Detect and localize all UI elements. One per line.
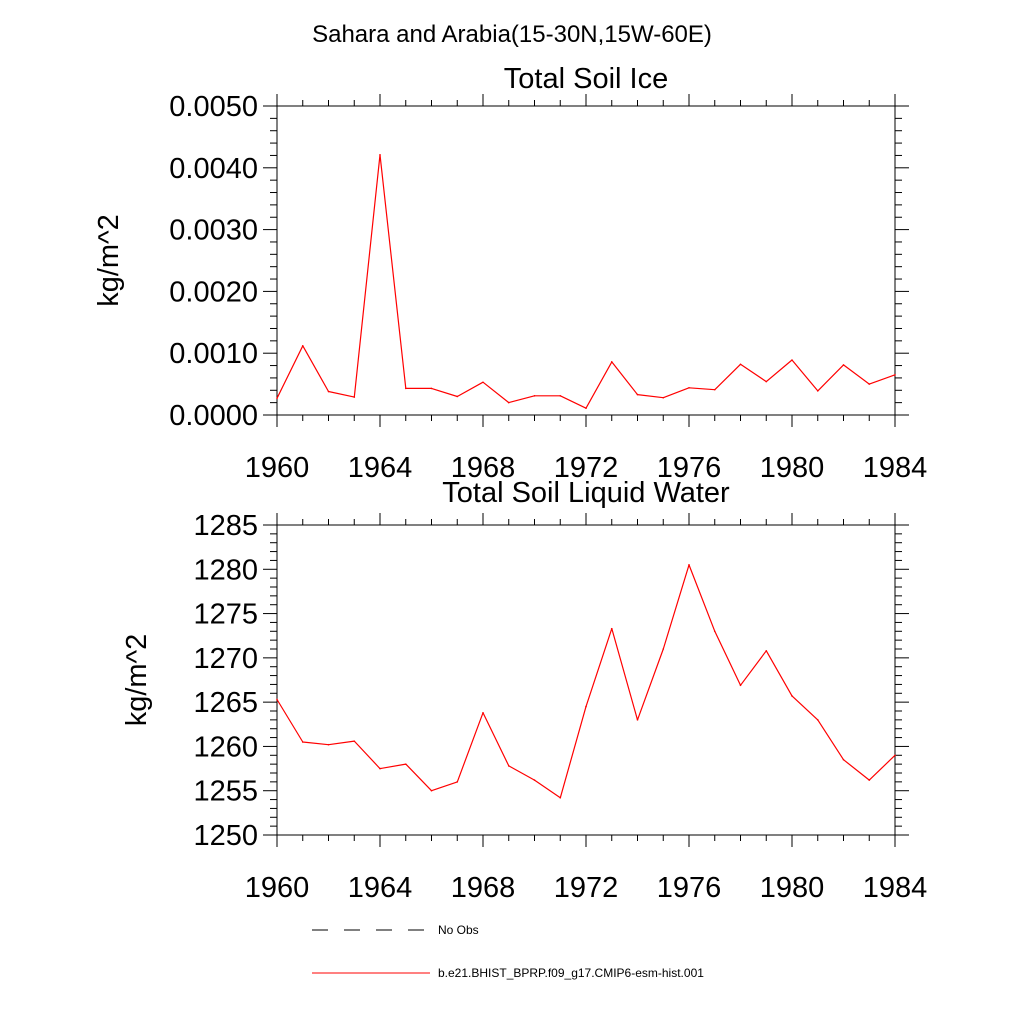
- series-line-1: [276, 564, 896, 799]
- data-point: [353, 396, 356, 398]
- data-point: [559, 797, 562, 799]
- data-point: [610, 627, 613, 630]
- series-line-1: [276, 154, 896, 409]
- panel-1: Total Soil Ice kg/m^2 1960 1964 1968 1972 1976…: [93, 63, 927, 484]
- panel-title: Total Soil Ice: [504, 63, 668, 95]
- data-point: [739, 363, 742, 366]
- data-point: [276, 698, 278, 701]
- data-point: [507, 401, 510, 404]
- y-tick-label: 1285: [193, 510, 258, 542]
- data-point: [533, 395, 536, 397]
- data-point: [379, 154, 381, 156]
- legend-label-1: No Obs: [438, 923, 479, 937]
- data-point: [842, 364, 845, 366]
- plot-frame: [276, 105, 896, 416]
- y-tick-label: 1250: [193, 820, 258, 852]
- y-axis-label: kg/m^2: [121, 634, 153, 727]
- data-point: [662, 648, 665, 650]
- data-point: [404, 387, 407, 390]
- data-point: [585, 407, 587, 410]
- x-tick-label: 1984: [863, 872, 928, 904]
- data-point: [482, 711, 484, 714]
- data-point: [713, 630, 716, 633]
- data-point: [842, 758, 845, 761]
- data-point: [816, 390, 819, 392]
- data-point: [894, 374, 896, 376]
- x-tick-label: 1960: [245, 872, 310, 904]
- data-point: [301, 741, 304, 743]
- x-tick-label: 1964: [348, 872, 413, 904]
- data-point: [894, 754, 896, 757]
- panels: Total Soil Ice kg/m^2 1960 1964 1968 1972 1976…: [93, 63, 927, 904]
- x-tick-label: 1980: [760, 452, 825, 484]
- figure-suptitle: Sahara and Arabia(15-30N,15W-60E): [312, 21, 712, 48]
- data-point: [404, 763, 407, 765]
- data-point: [430, 387, 433, 390]
- data-point: [507, 765, 510, 767]
- data-point: [739, 684, 742, 687]
- data-point: [816, 719, 819, 721]
- data-point: [636, 393, 639, 396]
- x-tick-label: 1984: [863, 452, 928, 484]
- data-point: [636, 719, 639, 721]
- data-point: [791, 695, 793, 697]
- data-point: [276, 397, 278, 400]
- x-tick-label: 1980: [760, 872, 825, 904]
- y-tick-label: 0.0030: [169, 215, 258, 247]
- data-point: [533, 779, 536, 781]
- panel-title: Total Soil Liquid Water: [442, 477, 730, 509]
- data-point: [301, 344, 304, 347]
- data-point: [662, 396, 665, 399]
- data-point: [765, 380, 768, 383]
- y-tick-label: 1275: [193, 599, 258, 631]
- data-point: [791, 359, 793, 361]
- data-point: [868, 779, 871, 781]
- y-tick-label: 0.0050: [169, 91, 258, 123]
- data-point: [610, 361, 613, 363]
- data-point: [327, 743, 330, 746]
- x-tick-label: 1968: [451, 872, 516, 904]
- x-tick-label: 1960: [245, 452, 310, 484]
- data-point: [688, 564, 690, 566]
- legend: No Obs b.e21.BHIST_BPRP.f09_g17.CMIP6-esm…: [312, 923, 704, 980]
- plot-frame: [276, 524, 896, 836]
- y-tick-label: 0.0010: [169, 338, 258, 370]
- y-tick-label: 1255: [193, 776, 258, 808]
- y-tick-label: 0.0020: [169, 276, 258, 308]
- y-tick-label: 1270: [193, 643, 258, 675]
- data-point: [482, 381, 484, 384]
- x-tick-label: 1976: [657, 452, 722, 484]
- data-point: [456, 395, 459, 398]
- y-tick-label: 1265: [193, 687, 258, 719]
- y-tick-label: 1260: [193, 731, 258, 763]
- y-tick-label: 0.0000: [169, 400, 258, 432]
- x-tick-label: 1972: [554, 452, 619, 484]
- data-point: [868, 383, 871, 385]
- x-tick-label: 1972: [554, 872, 619, 904]
- x-tick-label: 1968: [451, 452, 516, 484]
- panel-2: Total Soil Liquid Water kg/m^2 1960 1964 196…: [121, 477, 927, 904]
- data-point: [713, 388, 716, 391]
- data-point: [430, 789, 433, 792]
- data-point: [379, 767, 381, 770]
- data-point: [353, 740, 356, 742]
- y-axis-label: kg/m^2: [93, 214, 125, 307]
- data-point: [456, 781, 459, 783]
- legend-label-2: b.e21.BHIST_BPRP.f09_g17.CMIP6-esm-hist.…: [438, 966, 704, 980]
- data-point: [688, 387, 690, 389]
- x-tick-label: 1976: [657, 872, 722, 904]
- y-tick-label: 0.0040: [169, 153, 258, 185]
- x-tick-label: 1964: [348, 452, 413, 484]
- y-tick-label: 1280: [193, 554, 258, 586]
- data-point: [559, 395, 562, 397]
- data-point: [585, 705, 587, 708]
- data-point: [327, 390, 330, 393]
- data-point: [765, 649, 768, 652]
